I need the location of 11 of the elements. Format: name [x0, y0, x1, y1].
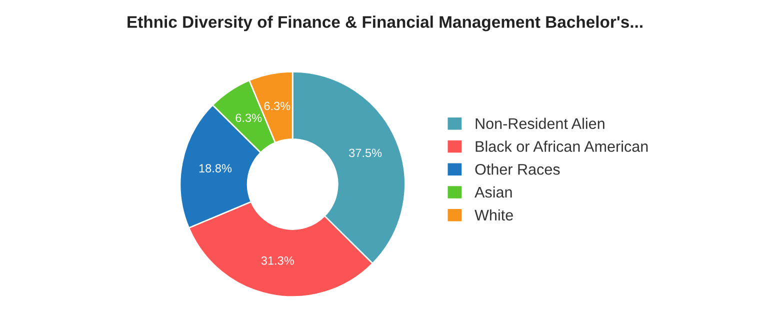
data-label: 31.3% — [261, 256, 294, 265]
legend-label: Non-Resident Alien — [476, 118, 604, 130]
legend-label: Black or African American — [476, 140, 648, 152]
legend-label: Other Races — [475, 164, 560, 175]
legend-label: White — [474, 209, 513, 221]
chart-title: Ethnic Diversity of Finance & Financial Management Bachelor's... — [128, 16, 642, 32]
data-label: 6.3% — [236, 114, 262, 122]
data-label: 18.8% — [199, 164, 232, 172]
data-label: 37.5% — [349, 148, 382, 158]
data-label: 6.3% — [264, 102, 290, 110]
legend-label: Asian — [474, 186, 512, 198]
